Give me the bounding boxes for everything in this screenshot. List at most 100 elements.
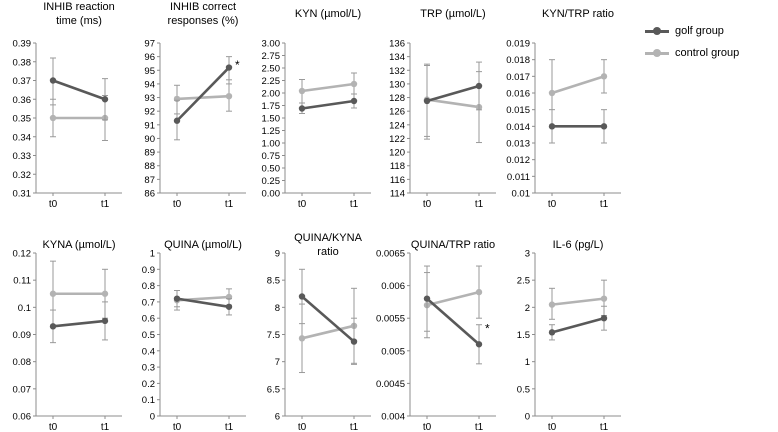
panel-3-line-control (300, 82, 356, 93)
panel-3-y-tick-label: 0.25 (262, 176, 281, 187)
panel-6-point-golf (49, 323, 57, 330)
panel-2-y-tick-label: 94 (144, 79, 155, 90)
panel-8-point-control (298, 335, 306, 342)
panel-9-point-control (475, 288, 483, 296)
panel-6-x-tick-label: t0 (49, 422, 58, 432)
panel-9-y-tick-label: 0.0065 (376, 249, 405, 260)
panel-5-point-golf (600, 123, 608, 130)
panel-5-x-tick-label: t1 (600, 199, 609, 210)
panel-7-y-tick-label: 0 (150, 412, 155, 423)
panel-8-y-tick-label: 7 (275, 357, 280, 368)
panel-5-y-tick-label: 0.014 (506, 122, 530, 133)
panel-3-point-golf (350, 97, 358, 105)
panel-6-y-tick-label: 0.11 (13, 276, 31, 287)
panel-5-y-tick-label: 0.017 (506, 72, 530, 83)
panel-9-x-tick-label: t0 (423, 422, 432, 432)
panel-3-y-tick-label: 2.25 (262, 76, 281, 87)
panel-10-y-tick-label: 1.5 (517, 330, 530, 341)
panel-1-point-golf (49, 77, 57, 84)
panel-2-y-tick-label: 93 (144, 93, 155, 104)
panel-3-y-tick-label: 3.00 (262, 39, 281, 50)
panel-8-y-tick-label: 7.5 (267, 330, 280, 341)
panel-4-y-tick-label: 128 (389, 93, 405, 104)
panel-8-point-golf (350, 338, 358, 345)
panel-8-y-tick-label: 8 (275, 303, 280, 314)
panel-4-title: TRP (µmol/L) (420, 8, 485, 20)
panel-5-y-tick-label: 0.012 (506, 155, 530, 166)
panel-3-point-control (350, 80, 358, 88)
panel-2-significance-mark: * (235, 58, 240, 72)
panel-7-y-tick-label: 0.7 (142, 297, 155, 308)
panel-5-y-tick-label: 0.019 (506, 39, 530, 50)
panel-6-line-golf (51, 319, 107, 328)
panel-5-point-control (548, 89, 556, 97)
panel-5-point-control (600, 73, 608, 80)
panel-8-title: QUINA/KYNA (294, 232, 363, 244)
panel-3-y-tick-label: 1.50 (262, 114, 281, 125)
panel-5-line-control (550, 75, 606, 95)
panel-1-y-tick-label: 0.31 (13, 189, 32, 200)
panel-3-y-tick-label: 1.00 (262, 139, 281, 150)
panel-1-x-tick-label: t1 (101, 199, 110, 210)
panel-7-x-tick-label: t0 (173, 422, 182, 432)
panel-9-line-golf (425, 297, 481, 346)
panel-2-y-tick-label: 86 (144, 189, 155, 200)
panel-3-y-tick-label: 2.75 (262, 51, 281, 62)
panel-6-y-tick-label: 0.07 (13, 384, 32, 395)
panel-1-y-tick-label: 0.38 (13, 57, 32, 68)
panel-4-y-tick-label: 114 (390, 189, 405, 200)
panel-10-point-golf (548, 329, 556, 336)
panel-5-y-tick-label: 0.016 (506, 89, 530, 100)
panel-4-x-tick-label: t0 (423, 199, 432, 210)
panel-9-y-tick-label: 0.0055 (376, 314, 405, 325)
panel-4-y-tick-label: 136 (389, 39, 405, 50)
panel-2-line-golf (175, 66, 231, 123)
panel-1-y-tick-label: 0.32 (13, 170, 32, 181)
panel-2-line-control (175, 94, 231, 101)
panel-7-x-tick-label: t1 (225, 422, 234, 432)
panel-2-point-control (225, 92, 233, 100)
panel-3-y-tick-label: 1.75 (262, 101, 281, 112)
panel-10-y-tick-label: 3 (525, 249, 530, 260)
panel-10-line-control (550, 297, 606, 306)
panel-4-y-tick-label: 134 (389, 52, 405, 63)
panel-5-y-tick-label: 0.015 (506, 105, 530, 116)
panel-2-y-tick-label: 90 (144, 134, 155, 145)
panel-8-line-control (300, 324, 356, 340)
panel-9-point-golf (475, 341, 483, 348)
panel-3-x-tick-label: t0 (298, 199, 307, 210)
legend-swatch-golf (645, 25, 669, 37)
panel-7-y-tick-label: 0.6 (142, 314, 155, 325)
panel-3-y-tick-label: 1.25 (262, 126, 281, 137)
panel-10-point-golf (600, 315, 608, 322)
panel-3-y-tick-label: 0.50 (262, 164, 281, 175)
panel-1-title: INHIB reaction (43, 1, 115, 13)
panel-10-y-tick-label: 2 (525, 303, 530, 314)
panel-4-y-tick-label: 126 (389, 107, 405, 118)
panel-3-y-tick-label: 0.75 (262, 151, 281, 162)
panel-6-x-tick-label: t1 (101, 422, 110, 432)
panel-10-y-tick-label: 2.5 (517, 276, 530, 287)
panel-2-title: INHIB correct (170, 1, 236, 13)
panel-9-title: QUINA/TRP ratio (411, 239, 495, 251)
panel-3-y-tick-label: 0.00 (262, 189, 281, 200)
panel-3-line-golf (300, 99, 356, 110)
panel-9-line-control (425, 290, 481, 307)
legend-item-control: control group (645, 42, 775, 64)
panel-1-y-tick-label: 0.37 (13, 76, 32, 87)
panel-8-line-golf (300, 295, 356, 343)
panel-4-y-tick-label: 124 (389, 120, 405, 131)
panel-2-y-tick-label: 95 (144, 66, 155, 77)
panel-5-y-tick-label: 0.011 (507, 172, 530, 183)
panel-8-x-tick-label: t1 (350, 422, 359, 432)
panel-4-y-tick-label: 118 (390, 161, 405, 172)
panel-7-y-tick-label: 0.8 (142, 281, 155, 292)
panel-7-y-tick-label: 0.2 (142, 379, 155, 390)
panel-1-y-tick-label: 0.35 (13, 114, 32, 125)
panel-10-y-tick-label: 0.5 (517, 384, 530, 395)
panel-4-y-tick-label: 132 (389, 66, 405, 77)
panel-2-y-tick-label: 91 (144, 120, 155, 131)
panel-1-x-tick-label: t0 (49, 199, 58, 210)
panel-9-y-tick-label: 0.006 (381, 281, 405, 292)
